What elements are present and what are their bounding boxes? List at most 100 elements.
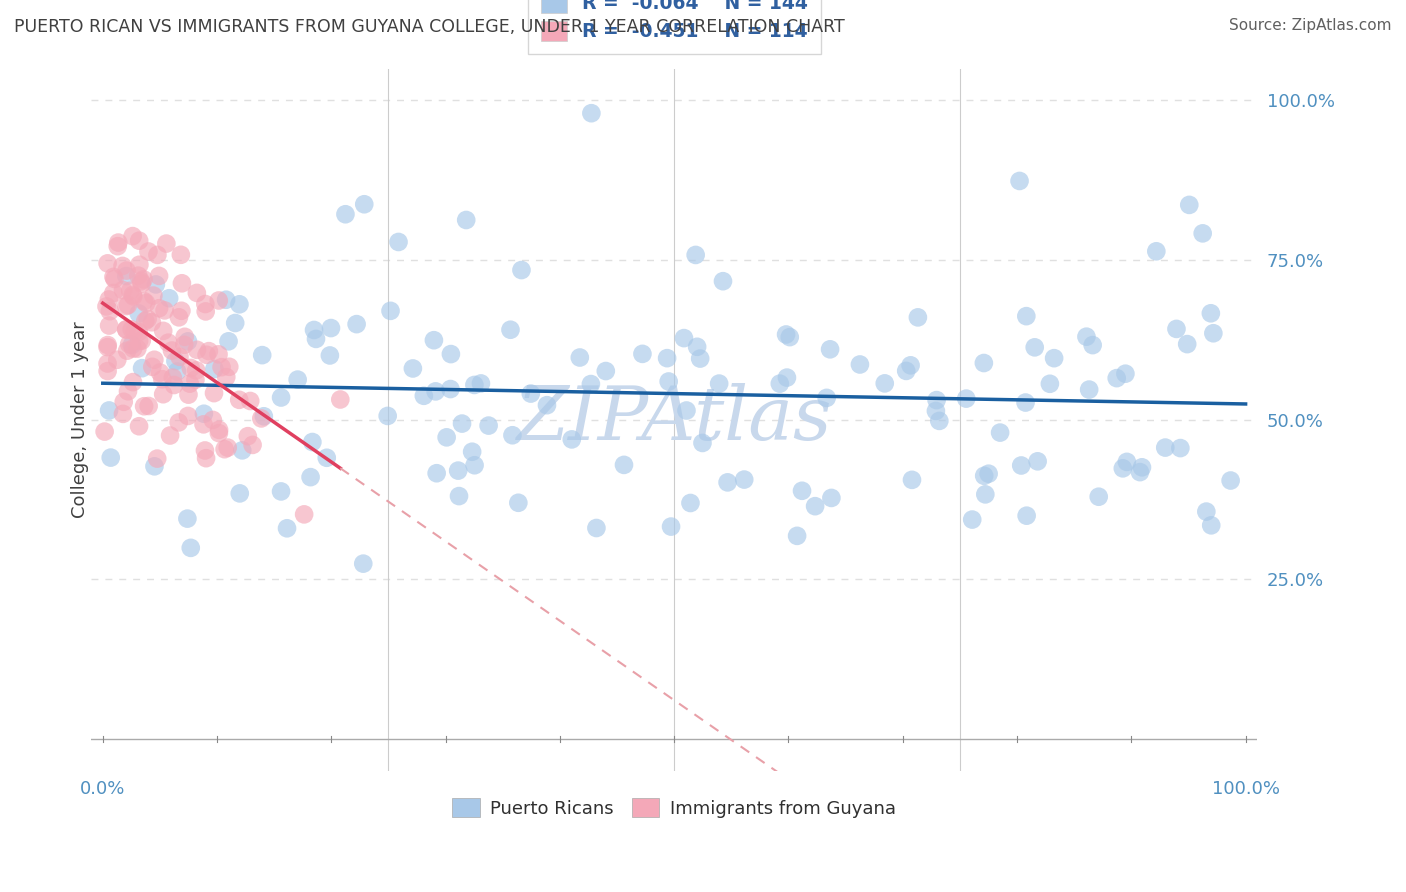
Point xyxy=(214,442,236,457)
Point xyxy=(818,343,841,357)
Point xyxy=(436,430,458,444)
Point xyxy=(1008,174,1031,188)
Point xyxy=(93,425,115,439)
Point xyxy=(849,358,872,372)
Point xyxy=(179,376,201,391)
Point xyxy=(115,263,138,277)
Point xyxy=(568,351,591,365)
Point xyxy=(1219,474,1241,488)
Point xyxy=(1026,454,1049,468)
Point xyxy=(1154,441,1177,455)
Point xyxy=(658,375,681,389)
Point xyxy=(224,316,246,330)
Point xyxy=(960,512,983,526)
Point xyxy=(302,323,325,337)
Point xyxy=(804,499,827,513)
Point xyxy=(129,274,152,288)
Point xyxy=(1076,329,1098,343)
Point xyxy=(122,289,145,303)
Point xyxy=(150,372,173,386)
Point xyxy=(508,496,530,510)
Point xyxy=(561,433,583,447)
Point xyxy=(194,443,217,458)
Point xyxy=(769,376,792,391)
Point xyxy=(115,268,138,283)
Point xyxy=(138,244,160,259)
Point xyxy=(1078,383,1101,397)
Point xyxy=(595,364,617,378)
Point xyxy=(193,407,215,421)
Point xyxy=(97,364,120,378)
Point xyxy=(136,312,159,326)
Point xyxy=(201,413,224,427)
Point xyxy=(973,356,995,370)
Point xyxy=(896,364,918,378)
Point xyxy=(900,359,922,373)
Point xyxy=(242,438,264,452)
Point xyxy=(111,283,134,297)
Point xyxy=(121,229,143,244)
Point xyxy=(287,373,309,387)
Point xyxy=(160,343,183,358)
Point xyxy=(579,377,602,392)
Point xyxy=(536,398,558,412)
Text: ZIPAtlas: ZIPAtlas xyxy=(516,384,832,456)
Point xyxy=(96,357,118,371)
Point xyxy=(118,337,141,351)
Point xyxy=(121,322,143,336)
Point xyxy=(276,521,298,535)
Point xyxy=(162,370,184,384)
Point xyxy=(148,268,170,283)
Point xyxy=(146,248,169,262)
Point xyxy=(585,521,607,535)
Point xyxy=(456,213,478,227)
Point xyxy=(103,286,125,301)
Point xyxy=(1199,518,1222,533)
Point xyxy=(776,370,799,384)
Point xyxy=(1014,395,1036,409)
Point xyxy=(122,342,145,356)
Point xyxy=(352,557,374,571)
Point xyxy=(820,491,842,505)
Point xyxy=(122,375,145,389)
Point xyxy=(988,425,1011,440)
Point xyxy=(1015,508,1038,523)
Point xyxy=(499,323,522,337)
Point xyxy=(402,361,425,376)
Point xyxy=(157,291,180,305)
Point xyxy=(169,350,191,364)
Point xyxy=(692,436,714,450)
Point xyxy=(1105,371,1128,385)
Point xyxy=(184,373,207,387)
Point xyxy=(141,359,163,374)
Point xyxy=(195,348,218,362)
Point xyxy=(711,274,734,288)
Point xyxy=(146,451,169,466)
Point xyxy=(186,363,208,377)
Point xyxy=(1043,351,1066,366)
Point xyxy=(775,327,797,342)
Point xyxy=(194,304,217,318)
Point xyxy=(218,334,240,349)
Point xyxy=(208,426,231,441)
Point xyxy=(679,496,702,510)
Point xyxy=(292,508,315,522)
Point xyxy=(166,364,188,378)
Point xyxy=(1081,338,1104,352)
Point xyxy=(143,352,166,367)
Point xyxy=(138,399,160,413)
Point xyxy=(128,334,150,348)
Point xyxy=(229,486,252,500)
Point xyxy=(98,304,121,318)
Point xyxy=(107,239,129,253)
Point xyxy=(426,467,449,481)
Point xyxy=(115,322,138,336)
Point xyxy=(353,197,375,211)
Point xyxy=(270,391,292,405)
Text: Source: ZipAtlas.com: Source: ZipAtlas.com xyxy=(1229,18,1392,33)
Point xyxy=(1202,326,1225,341)
Point xyxy=(194,297,217,311)
Point xyxy=(1039,376,1062,391)
Point xyxy=(1015,309,1038,323)
Point xyxy=(1175,337,1198,351)
